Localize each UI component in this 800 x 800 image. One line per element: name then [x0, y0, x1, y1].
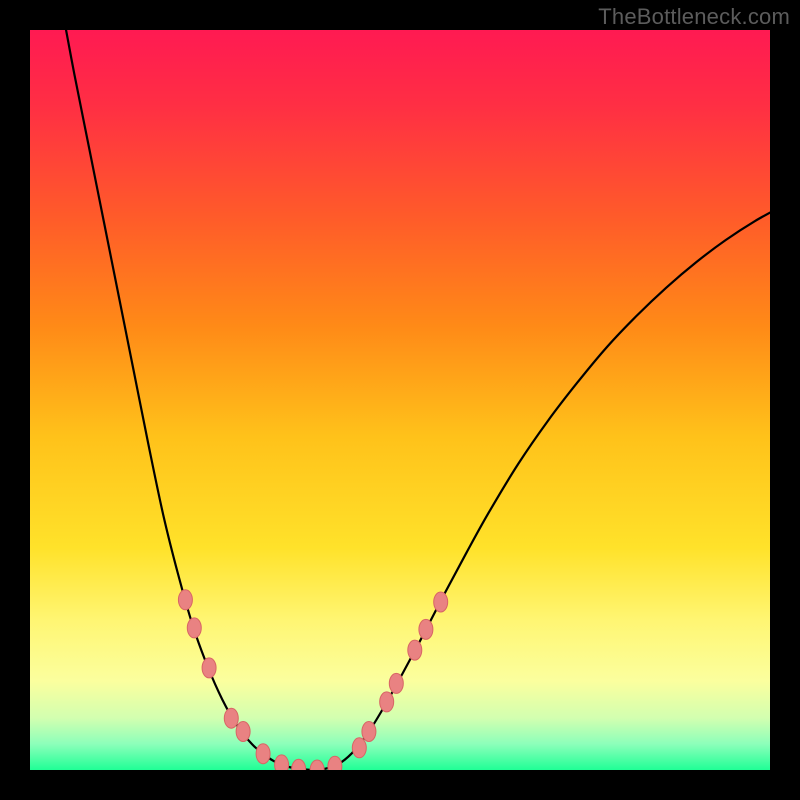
curve-marker — [256, 744, 270, 764]
curve-marker — [362, 722, 376, 742]
curve-right — [311, 205, 770, 770]
curve-marker — [178, 590, 192, 610]
plot-area — [30, 30, 770, 770]
curve-marker — [275, 755, 289, 770]
curve-marker — [380, 692, 394, 712]
curve-marker — [434, 592, 448, 612]
curve-left — [63, 30, 311, 770]
watermark-label: TheBottleneck.com — [598, 4, 790, 30]
curve-marker — [408, 640, 422, 660]
curve-markers — [178, 590, 447, 770]
curve-marker — [328, 756, 342, 770]
chart-outer-frame: TheBottleneck.com — [0, 0, 800, 800]
curve-marker — [389, 673, 403, 693]
curve-marker — [352, 738, 366, 758]
curve-marker — [224, 708, 238, 728]
curve-layer — [30, 30, 770, 770]
curve-marker — [236, 722, 250, 742]
curve-marker — [202, 658, 216, 678]
curve-marker — [310, 760, 324, 770]
curve-marker — [419, 619, 433, 639]
curve-marker — [187, 618, 201, 638]
curve-marker — [292, 759, 306, 770]
